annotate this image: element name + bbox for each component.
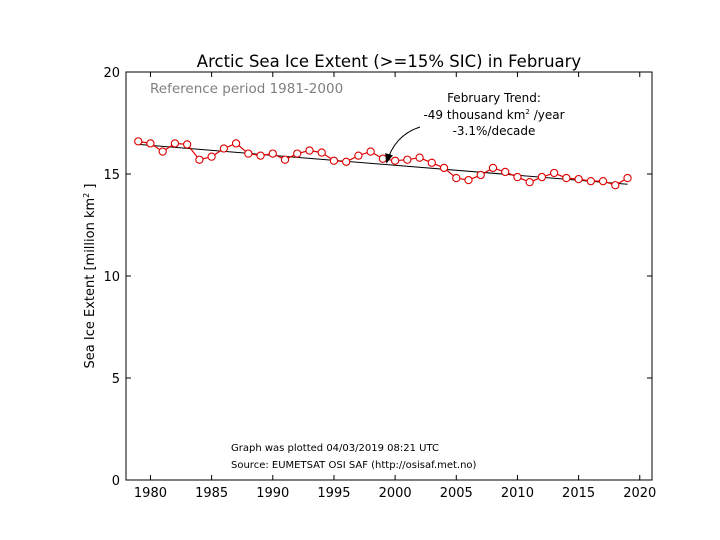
reference-period-label: Reference period 1981-2000 — [150, 81, 343, 97]
y-tick-label: 5 — [112, 372, 120, 387]
data-point — [195, 155, 204, 164]
data-point — [244, 149, 253, 158]
data-point — [574, 174, 583, 184]
data-point — [134, 137, 143, 146]
y-tick-label: 20 — [103, 66, 120, 81]
data-point — [280, 155, 290, 164]
data-point — [562, 173, 571, 183]
data-point — [513, 172, 522, 182]
data-point — [366, 147, 375, 156]
data-point — [464, 175, 473, 185]
chart-title: Arctic Sea Ice Extent (>=15% SIC) in Feb… — [197, 52, 582, 71]
trend-line — [138, 143, 628, 185]
data-point — [158, 147, 167, 156]
data-point — [525, 178, 534, 187]
data-point — [501, 167, 510, 177]
data-point — [415, 153, 424, 162]
data-point — [586, 176, 595, 186]
trend-annotation: February Trend: -49 thousand km2 /year -… — [385, 91, 565, 164]
footer-plotted: Graph was plotted 04/03/2019 08:21 UTC — [231, 443, 439, 454]
trend-annotation-line3: -3.1%/decade — [453, 124, 536, 138]
data-point — [476, 170, 485, 180]
data-point — [219, 144, 229, 153]
data-point — [452, 173, 461, 183]
data-point — [354, 151, 363, 160]
data-point — [256, 151, 265, 160]
y-axis-label: Sea Ice Extent [million km2 ] — [82, 184, 98, 369]
plot-frame — [125, 71, 653, 481]
data-point — [537, 172, 547, 182]
data-point — [146, 139, 155, 148]
data-point — [317, 148, 326, 157]
data-point — [598, 176, 608, 186]
data-point — [549, 168, 559, 178]
trend-annotation-line2: -49 thousand km2 /year — [423, 108, 564, 122]
data-point — [305, 146, 314, 155]
data-point — [378, 154, 388, 163]
data-point — [329, 156, 339, 165]
footer-source: Source: EUMETSAT OSI SAF (http://osisaf.… — [231, 460, 477, 471]
data-point — [231, 139, 241, 148]
x-tick-label: 1990 — [256, 486, 289, 501]
trend-annotation-line1: February Trend: — [447, 91, 541, 105]
data-point — [439, 163, 449, 173]
data-point — [170, 139, 180, 148]
data-point — [611, 181, 620, 190]
data-point — [427, 158, 436, 167]
data-point — [488, 163, 498, 173]
x-tick-label: 2015 — [562, 486, 595, 501]
data-point — [207, 152, 216, 161]
data-point — [390, 156, 400, 165]
annotation-arrow — [385, 126, 421, 164]
x-tick-label: 2020 — [623, 486, 656, 501]
x-tick-label: 2005 — [440, 486, 473, 501]
y-tick-label: 15 — [103, 168, 120, 183]
data-point — [342, 157, 351, 166]
x-tick-label: 1980 — [134, 486, 167, 501]
axes: 1980 1985 1990 1995 2000 2005 2010 2015 20200510… — [103, 66, 656, 501]
data-point — [268, 149, 277, 158]
x-tick-label: 2000 — [379, 486, 412, 501]
y-tick-label: 10 — [103, 270, 120, 285]
data-point — [623, 173, 632, 183]
data-point — [403, 155, 412, 164]
data-point — [183, 140, 192, 149]
y-tick-label: 0 — [112, 474, 120, 489]
x-tick-label: 2010 — [501, 486, 534, 501]
x-tick-label: 1995 — [317, 486, 350, 501]
data-point — [293, 149, 302, 158]
x-tick-label: 1985 — [195, 486, 228, 501]
plot-area — [134, 137, 632, 190]
